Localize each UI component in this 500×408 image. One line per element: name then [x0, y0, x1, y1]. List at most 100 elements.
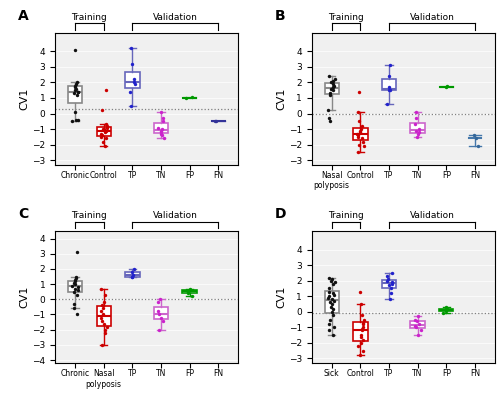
PathPatch shape: [382, 79, 396, 90]
Point: [326, 118, 334, 124]
Point: [329, 290, 337, 296]
PathPatch shape: [96, 306, 111, 326]
Point: [101, 143, 109, 149]
Point: [384, 277, 392, 284]
Point: [72, 109, 80, 115]
Point: [359, 337, 367, 343]
Text: Training: Training: [328, 211, 364, 220]
Point: [96, 131, 104, 137]
Point: [355, 141, 363, 148]
Point: [415, 321, 423, 328]
Point: [360, 143, 368, 149]
Point: [385, 84, 393, 90]
Point: [103, 123, 111, 129]
Point: [328, 308, 336, 315]
Point: [72, 275, 80, 281]
Point: [326, 316, 334, 323]
Point: [442, 84, 450, 90]
Point: [326, 299, 334, 306]
Point: [326, 79, 334, 86]
Point: [73, 91, 81, 98]
Point: [158, 109, 166, 115]
Point: [127, 102, 135, 109]
PathPatch shape: [154, 307, 168, 319]
Point: [359, 319, 367, 326]
Point: [442, 308, 450, 314]
Point: [159, 115, 167, 122]
Point: [188, 293, 196, 299]
Point: [444, 306, 452, 313]
Point: [72, 81, 80, 87]
Point: [327, 85, 335, 92]
Point: [327, 277, 335, 284]
Point: [354, 343, 362, 349]
Point: [414, 131, 422, 137]
Point: [325, 327, 333, 334]
Point: [130, 76, 138, 82]
Point: [358, 135, 366, 142]
Point: [412, 109, 420, 115]
Point: [416, 126, 424, 132]
Point: [127, 45, 135, 51]
Text: Training: Training: [72, 13, 108, 22]
Point: [415, 129, 423, 135]
Point: [359, 321, 367, 328]
Point: [325, 73, 333, 80]
Point: [184, 290, 192, 297]
Point: [444, 83, 452, 90]
Point: [330, 279, 338, 286]
Point: [102, 121, 110, 128]
Point: [157, 127, 165, 134]
Point: [412, 127, 420, 134]
Point: [384, 276, 392, 282]
Point: [330, 332, 338, 338]
Point: [154, 299, 162, 306]
Point: [128, 60, 136, 67]
Point: [413, 133, 421, 140]
PathPatch shape: [96, 127, 111, 136]
Point: [100, 320, 108, 327]
PathPatch shape: [125, 272, 140, 277]
Point: [126, 89, 134, 95]
Point: [328, 84, 336, 90]
PathPatch shape: [182, 290, 197, 293]
Point: [356, 333, 364, 340]
Point: [72, 249, 80, 255]
Point: [386, 296, 394, 303]
Point: [354, 109, 362, 115]
Point: [154, 311, 162, 318]
Point: [129, 272, 137, 278]
PathPatch shape: [324, 291, 339, 313]
Point: [326, 285, 334, 292]
Point: [96, 314, 104, 321]
Point: [68, 282, 76, 289]
Point: [186, 287, 194, 293]
PathPatch shape: [324, 83, 339, 95]
Point: [329, 281, 337, 287]
Y-axis label: CV1: CV1: [19, 88, 29, 110]
Point: [326, 304, 334, 310]
Point: [102, 135, 110, 142]
PathPatch shape: [68, 281, 82, 293]
Point: [356, 352, 364, 359]
PathPatch shape: [154, 123, 168, 133]
Text: Validation: Validation: [153, 211, 198, 220]
Point: [70, 288, 78, 295]
Point: [130, 266, 138, 272]
Point: [157, 131, 165, 137]
Point: [72, 85, 80, 92]
Point: [102, 87, 110, 93]
Point: [100, 126, 108, 132]
Point: [412, 121, 420, 128]
Point: [358, 312, 366, 318]
PathPatch shape: [410, 123, 425, 133]
Point: [358, 326, 366, 332]
Point: [388, 290, 396, 296]
Y-axis label: CV1: CV1: [276, 286, 286, 308]
Point: [72, 79, 80, 86]
Point: [410, 323, 418, 329]
Text: Validation: Validation: [410, 13, 455, 22]
Point: [72, 82, 80, 89]
Point: [71, 281, 79, 287]
Point: [73, 311, 81, 318]
